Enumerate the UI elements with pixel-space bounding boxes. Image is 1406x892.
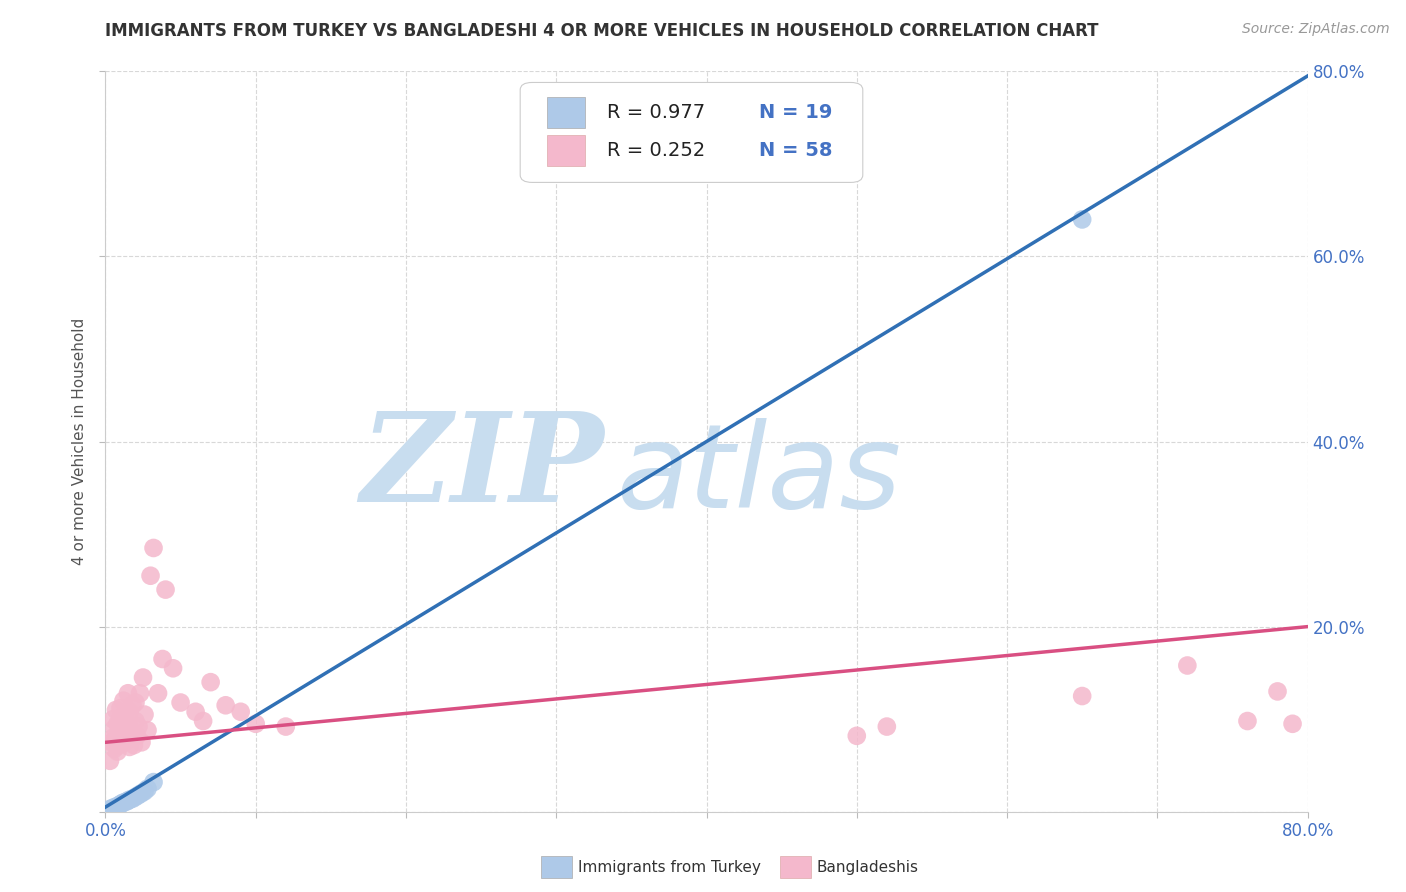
Point [114, 707, 136, 722]
Text: R = 0.977: R = 0.977 [607, 103, 704, 121]
Point [274, 720, 297, 734]
Point [128, 720, 150, 734]
Point [1236, 714, 1258, 728]
Point [142, 541, 165, 555]
Point [118, 739, 141, 754]
Point [155, 582, 177, 597]
Point [134, 784, 156, 798]
Point [132, 671, 155, 685]
Point [100, 735, 122, 749]
Point [101, 731, 124, 745]
Point [112, 694, 135, 708]
Point [103, 741, 125, 756]
Point [98, 802, 121, 816]
Point [131, 786, 153, 800]
Point [103, 800, 125, 814]
Point [124, 696, 146, 710]
Point [1175, 658, 1198, 673]
Point [107, 799, 129, 814]
Point [104, 703, 127, 717]
Text: R = 0.252: R = 0.252 [607, 141, 704, 160]
Point [1281, 716, 1303, 731]
Point [101, 712, 124, 726]
Point [845, 729, 868, 743]
Point [134, 707, 156, 722]
Point [103, 722, 125, 736]
Point [229, 705, 252, 719]
Text: N = 58: N = 58 [759, 141, 832, 160]
Point [121, 698, 143, 713]
Point [184, 705, 207, 719]
FancyBboxPatch shape [520, 82, 863, 183]
Point [101, 801, 124, 815]
Point [114, 735, 136, 749]
Text: atlas: atlas [616, 417, 901, 532]
Point [108, 738, 131, 752]
Point [108, 798, 131, 813]
Point [125, 729, 148, 743]
Point [111, 732, 134, 747]
Point [117, 794, 139, 808]
Point [120, 723, 142, 738]
Point [245, 716, 267, 731]
Text: Bangladeshis: Bangladeshis [817, 860, 920, 874]
Point [124, 789, 146, 804]
Point [108, 726, 131, 740]
Point [104, 732, 127, 747]
Point [117, 716, 139, 731]
Point [200, 675, 222, 690]
Point [118, 793, 141, 807]
Point [110, 797, 132, 812]
Text: N = 19: N = 19 [759, 103, 832, 121]
Point [1071, 689, 1094, 703]
Y-axis label: 4 or more Vehicles in Household: 4 or more Vehicles in Household [72, 318, 87, 566]
Point [191, 714, 214, 728]
Point [152, 652, 174, 666]
FancyBboxPatch shape [547, 96, 585, 128]
Text: Source: ZipAtlas.com: Source: ZipAtlas.com [1241, 22, 1389, 37]
Text: IMMIGRANTS FROM TURKEY VS BANGLADESHI 4 OR MORE VEHICLES IN HOUSEHOLD CORRELATIO: IMMIGRANTS FROM TURKEY VS BANGLADESHI 4 … [105, 22, 1099, 40]
Point [121, 791, 143, 805]
Point [122, 738, 145, 752]
Point [112, 723, 135, 738]
Point [110, 701, 132, 715]
Point [139, 568, 162, 582]
FancyBboxPatch shape [547, 135, 585, 166]
Point [136, 781, 159, 796]
Point [214, 698, 236, 713]
Point [142, 775, 165, 789]
Point [115, 795, 138, 809]
Point [128, 788, 150, 802]
Point [112, 796, 135, 810]
Point [146, 686, 169, 700]
Point [115, 729, 138, 743]
Point [98, 754, 121, 768]
Point [162, 661, 184, 675]
Text: Immigrants from Turkey: Immigrants from Turkey [578, 860, 761, 874]
Point [1071, 212, 1094, 227]
Point [111, 797, 134, 811]
Point [129, 686, 152, 700]
Point [131, 735, 153, 749]
Point [110, 712, 132, 726]
Point [107, 716, 129, 731]
Point [107, 745, 129, 759]
Point [111, 720, 134, 734]
Point [169, 696, 191, 710]
Point [1267, 684, 1289, 698]
Point [876, 720, 898, 734]
Text: ZIP: ZIP [360, 407, 605, 528]
Point [124, 714, 146, 728]
Point [136, 723, 159, 738]
Point [117, 686, 139, 700]
Point [118, 705, 141, 719]
